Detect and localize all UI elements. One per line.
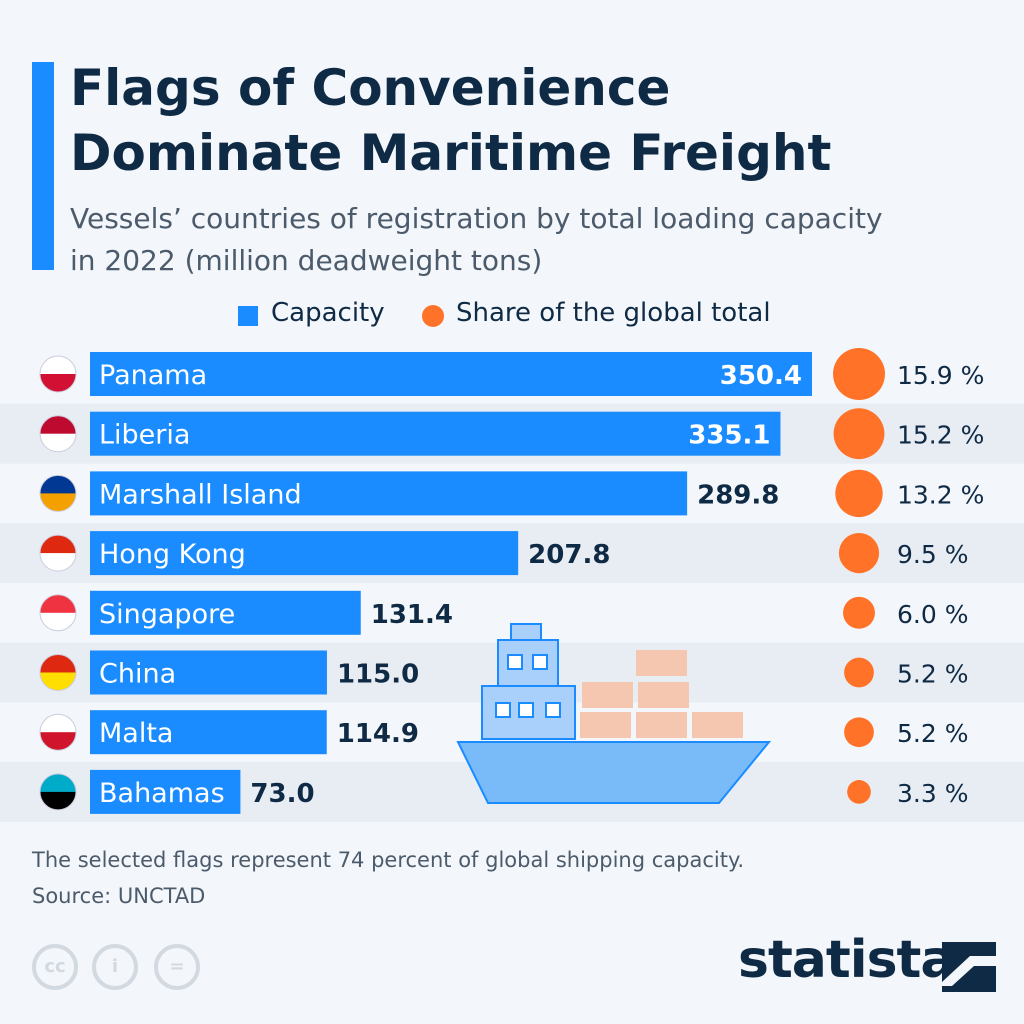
capacity-bar <box>90 590 361 635</box>
share-circle <box>847 780 871 804</box>
bahamas-flag-icon <box>39 773 77 811</box>
legend-capacity-label: Capacity <box>271 298 385 328</box>
cc-license-icon[interactable]: cc <box>32 944 78 990</box>
capacity-bar <box>90 531 519 576</box>
capacity-value-label: 131.4 <box>371 600 453 630</box>
capacity-value-label: 115.0 <box>337 660 419 690</box>
share-value-label: 5.2 % <box>897 719 968 748</box>
chart-title: Flags of Convenience Dominate Maritime Fr… <box>70 56 831 186</box>
share-value-label: 3.3 % <box>897 779 968 808</box>
panama-flag-icon <box>39 355 77 393</box>
share-circle <box>833 408 885 460</box>
share-value-label: 6.0 % <box>897 600 968 629</box>
singapore-flag-icon <box>39 594 77 632</box>
category-label: Marshall Island <box>99 479 302 510</box>
legend-share-swatch <box>422 305 444 327</box>
capacity-value-label: 73.0 <box>250 779 314 809</box>
category-label: China <box>99 659 176 690</box>
title-line-2: Dominate Maritime Freight <box>70 124 832 182</box>
statista-wordmark: statista <box>738 930 955 990</box>
subtitle-line-1: Vessels’ countries of registration by to… <box>70 202 883 235</box>
capacity-value-label: 114.9 <box>337 719 419 749</box>
accent-bar <box>32 62 54 270</box>
statista-logo[interactable]: statista <box>738 930 996 992</box>
category-label: Panama <box>99 360 207 391</box>
category-label: Singapore <box>99 599 235 630</box>
attribution-icon[interactable]: i <box>92 944 138 990</box>
share-value-label: 15.2 % <box>897 421 984 450</box>
capacity-value-label: 350.4 <box>720 361 802 391</box>
capacity-value-label: 207.8 <box>528 540 610 570</box>
category-label: Malta <box>99 718 173 749</box>
share-value-label: 5.2 % <box>897 660 968 689</box>
footer-note: The selected flags represent 74 percent … <box>32 848 745 872</box>
category-label: Bahamas <box>99 778 225 809</box>
no-derivatives-icon[interactable]: = <box>154 944 200 990</box>
share-circle <box>835 469 883 518</box>
capacity-bar <box>90 710 327 755</box>
legend-share-label: Share of the global total <box>456 298 771 328</box>
capacity-value-label: 289.8 <box>697 480 779 510</box>
malta-flag-icon <box>39 713 77 751</box>
marshall-islands-flag-icon <box>39 474 77 512</box>
capacity-value-label: 335.1 <box>688 421 770 451</box>
capacity-bar <box>90 411 781 456</box>
capacity-bar <box>90 352 812 396</box>
share-circle <box>838 533 880 574</box>
capacity-bar <box>90 471 688 516</box>
share-circle <box>833 348 885 400</box>
hong-kong-flag-icon <box>39 534 77 572</box>
china-flag-icon <box>39 654 77 691</box>
chart-subtitle: Vessels’ countries of registration by to… <box>70 198 883 282</box>
title-line-1: Flags of Convenience <box>70 59 671 117</box>
capacity-bar <box>90 769 241 814</box>
category-label: Hong Kong <box>99 539 246 570</box>
subtitle-line-2: in 2022 (million deadweight tons) <box>70 244 543 277</box>
cargo-ship-illustration <box>456 623 772 804</box>
capacity-bar <box>90 650 327 695</box>
liberia-flag-icon <box>39 415 77 453</box>
statista-logo-icon <box>942 942 996 992</box>
share-circle <box>844 717 874 748</box>
share-circle <box>843 596 875 629</box>
category-label: Liberia <box>99 420 190 451</box>
share-value-label: 13.2 % <box>897 480 984 509</box>
share-circle <box>844 657 874 688</box>
share-value-label: 15.9 % <box>897 361 984 390</box>
source: Source: UNCTAD <box>32 884 206 908</box>
legend-capacity-swatch <box>238 306 258 326</box>
share-value-label: 9.5 % <box>897 540 968 569</box>
